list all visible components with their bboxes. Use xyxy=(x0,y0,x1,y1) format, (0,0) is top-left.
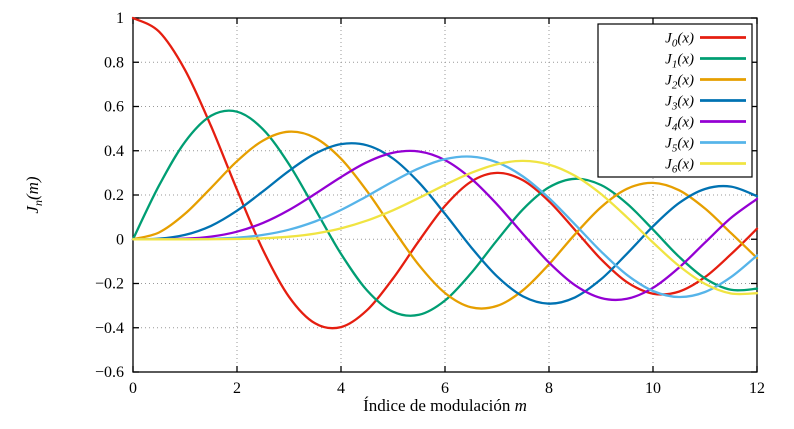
legend-entry: J2(x) xyxy=(665,73,746,92)
series-line-j5 xyxy=(131,155,759,299)
series-line-j2 xyxy=(131,130,759,310)
series-line-j0 xyxy=(131,16,759,330)
x-tick-label: 2 xyxy=(233,380,241,397)
legend-entry: J3(x) xyxy=(665,94,746,113)
legend-label: J6(x) xyxy=(665,157,694,176)
legend-label: J1(x) xyxy=(665,52,694,71)
legend-entry: J1(x) xyxy=(665,52,746,71)
x-tick-label: 12 xyxy=(749,380,765,397)
x-axis-label: Índice de modulación m xyxy=(363,396,527,415)
y-axis-label: Jn(m) xyxy=(23,176,45,213)
x-tick-label: 8 xyxy=(545,380,553,397)
legend-entry: J4(x) xyxy=(665,115,746,134)
legend-label: J4(x) xyxy=(665,115,694,134)
series-line-j3 xyxy=(131,142,759,305)
y-tick-label: 0.4 xyxy=(104,143,124,160)
legend-label: J5(x) xyxy=(665,136,694,155)
legend-entry: J6(x) xyxy=(665,157,746,176)
y-tick-label: −0.6 xyxy=(95,364,124,381)
y-tick-label: 0.8 xyxy=(104,54,124,71)
y-tick-label: 0.6 xyxy=(104,99,124,116)
y-tick-label: 0 xyxy=(116,231,124,248)
x-tick-label: 0 xyxy=(129,380,137,397)
series-line-j1 xyxy=(131,109,759,317)
x-tick-label: 6 xyxy=(441,380,449,397)
y-tick-label: −0.4 xyxy=(95,320,124,337)
y-tick-label: 1 xyxy=(116,10,124,27)
legend-label: J3(x) xyxy=(665,94,694,113)
legend-entry: J0(x) xyxy=(665,31,746,50)
legend: J0(x) J1(x) J2(x) J3(x) J4(x) J5(x) J6(x) xyxy=(597,23,753,178)
x-tick-label: 10 xyxy=(645,380,661,397)
legend-label: J0(x) xyxy=(665,31,694,50)
y-tick-label: 0.2 xyxy=(104,187,124,204)
y-tick-label: −0.2 xyxy=(95,276,124,293)
series-line-j6 xyxy=(131,159,759,296)
legend-entry: J5(x) xyxy=(665,136,746,155)
legend-label: J2(x) xyxy=(665,73,694,92)
x-tick-label: 4 xyxy=(337,380,345,397)
